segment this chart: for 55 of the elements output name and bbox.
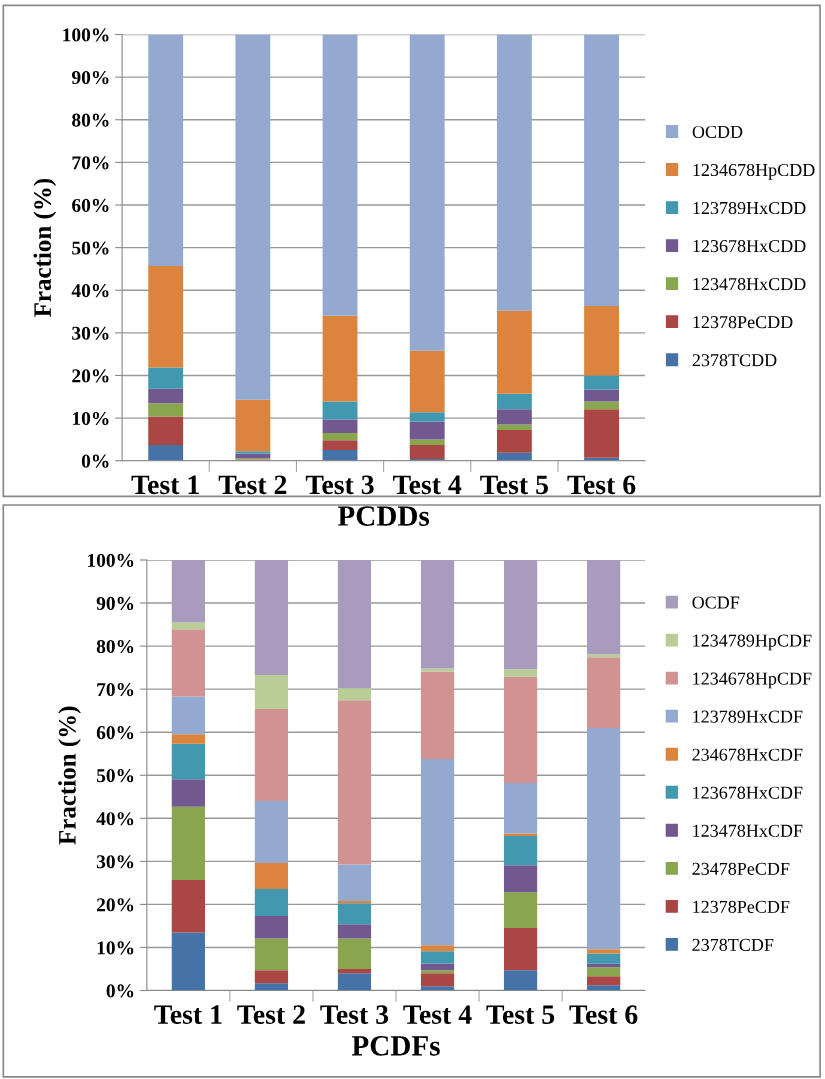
y-tick-label: 0% [81,454,109,468]
legend-label: 12378PeCDD [693,316,793,329]
x-tick-label: Test 5 [486,1005,555,1024]
legend-label: 234678HxCDF [692,748,803,761]
legend-label: 12378PeCDF [693,900,790,913]
legend-label: 123789HxCDF [693,710,803,723]
legend-label: 123478HxCDF [693,824,803,837]
legend-label: OCDD [692,125,743,139]
legend-label: 123678HxCDD [693,239,806,253]
legend-label: 1234678HpCDD [693,163,815,180]
legend-label: 2378TCDD [692,354,777,367]
y-tick-label: 20% [72,369,109,383]
y-tick-label: 20% [96,898,134,912]
x-axis-title: PCDDs [337,506,430,526]
legend-label: 23478PeCDF [692,862,790,875]
legend-label: 123478HxCDD [693,278,806,291]
y-tick-label: 100% [63,28,109,42]
y-tick-label: 0% [106,984,134,998]
y-tick-label: 80% [72,113,109,127]
x-tick-label: Test 3 [320,1005,389,1024]
y-axis-title: Fraction (%) [58,706,81,845]
x-tick-label: Test 4 [403,1005,472,1024]
y-axis-title: Fraction (%) [33,178,57,317]
y-tick-label: 100% [87,553,134,567]
legend-label: 1234789HpCDF [693,634,812,651]
x-tick-label: Test 1 [131,475,199,495]
legend-label: OCDF [692,596,740,609]
legend-label: 2378TCDF [692,938,774,951]
x-tick-label: Test 2 [218,475,287,495]
y-tick-label: 40% [96,812,134,826]
y-tick-label: 50% [72,241,109,255]
y-tick-label: 30% [72,326,109,340]
legend-label: 123789HxCDD [693,201,806,215]
y-tick-label: 70% [72,156,109,170]
y-tick-label: 60% [96,726,134,740]
legend-label: 123678HxCDF [693,786,803,799]
x-tick-label: Test 1 [154,1005,222,1024]
legend-label: 1234678HpCDF [693,672,812,689]
x-tick-label: Test 4 [393,475,462,495]
y-tick-label: 30% [96,855,134,869]
y-tick-label: 10% [97,941,134,955]
x-tick-label: Test 5 [480,475,548,495]
x-tick-label: Test 6 [569,1005,638,1024]
y-tick-label: 90% [71,70,109,85]
y-tick-label: 40% [71,284,109,298]
x-tick-label: Test 6 [567,475,636,495]
y-tick-label: 50% [96,769,134,783]
y-tick-label: 10% [72,411,109,426]
y-tick-label: 70% [97,682,134,697]
y-tick-label: 90% [96,596,134,611]
x-axis-title: PCDFs [351,1036,440,1056]
x-tick-label: Test 3 [305,475,374,495]
x-tick-label: Test 2 [237,1005,305,1024]
y-tick-label: 60% [72,198,109,213]
y-tick-label: 80% [96,639,134,654]
